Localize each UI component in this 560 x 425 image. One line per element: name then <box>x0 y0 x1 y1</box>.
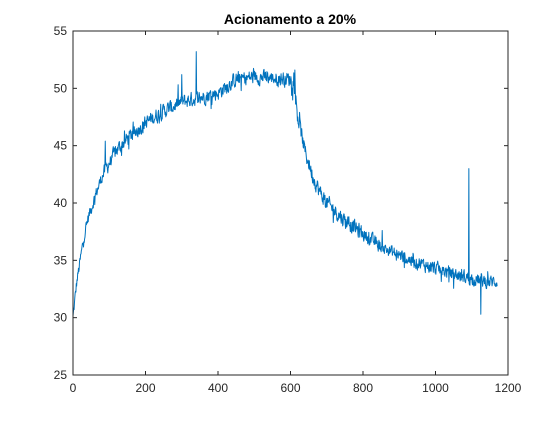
y-tick-label: 50 <box>54 81 68 95</box>
x-tick-label: 600 <box>280 381 300 395</box>
series-line-0 <box>72 51 498 317</box>
x-tick-label: 800 <box>353 381 373 395</box>
x-tick-label: 1200 <box>495 381 522 395</box>
x-tick-label: 200 <box>135 381 155 395</box>
y-tick-label: 45 <box>54 139 68 153</box>
plot-background <box>73 31 508 375</box>
y-tick-label: 35 <box>54 253 68 267</box>
y-tick-label: 40 <box>54 196 68 210</box>
ticks-layer: 0 200 400 600 800 1000 1200 25 30 35 40 45 50 55 <box>54 24 522 395</box>
chart-title: Acionamento a 20% <box>224 11 357 27</box>
x-tick-label: 0 <box>70 381 77 395</box>
y-tick-label: 30 <box>54 311 68 325</box>
y-tick-label: 25 <box>54 368 68 382</box>
y-tick-label: 55 <box>54 24 68 38</box>
x-tick-label: 1000 <box>422 381 449 395</box>
x-tick-label: 400 <box>208 381 228 395</box>
series-layer <box>72 51 498 317</box>
